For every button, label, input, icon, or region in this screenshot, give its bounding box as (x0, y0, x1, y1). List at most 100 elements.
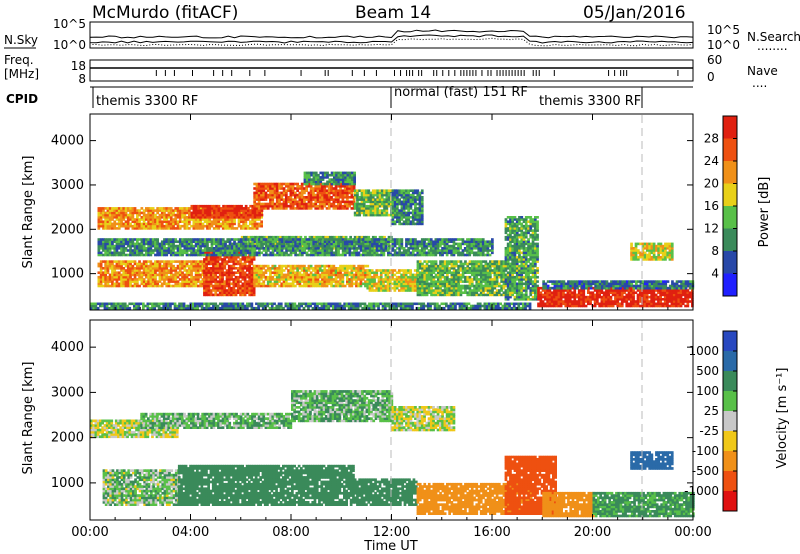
power-cell (405, 218, 408, 221)
power-cell (450, 260, 454, 263)
power-cell (215, 211, 219, 215)
power-cell (124, 224, 128, 228)
power-cell (500, 284, 503, 288)
power-cell (246, 289, 249, 292)
power-cell (178, 207, 182, 210)
power-cell (142, 220, 146, 223)
power-cell (282, 275, 286, 279)
power-cell (405, 196, 408, 199)
power-cell (115, 267, 119, 270)
power-cell (385, 204, 389, 208)
power-cell (154, 271, 157, 274)
power-cell (346, 187, 349, 190)
power-cell (238, 209, 241, 212)
power-cell (133, 262, 137, 266)
power-cell (194, 220, 198, 223)
power-cell (402, 198, 406, 201)
power-cell (387, 200, 391, 204)
power-cell (402, 196, 406, 199)
power-cell (303, 202, 306, 206)
power-cell (391, 204, 395, 208)
power-cell (470, 278, 474, 281)
power-cell (192, 222, 196, 226)
power-cell (142, 273, 146, 277)
power-cell (407, 220, 410, 223)
power-cell (291, 191, 295, 195)
power-cell (154, 222, 157, 226)
power-cell (149, 220, 153, 223)
power-cell (464, 275, 467, 279)
power-cell (122, 211, 126, 215)
power-cell (140, 280, 144, 283)
power-cell (398, 275, 401, 279)
power-cell (113, 264, 117, 268)
power-cell (149, 282, 153, 286)
power-cell (167, 220, 171, 223)
power-cell (409, 269, 412, 272)
power-cell (294, 275, 297, 279)
power-cell (255, 196, 259, 199)
power-cell (260, 209, 264, 212)
power-cell (291, 189, 295, 192)
power-cell (133, 271, 137, 274)
power-cell (204, 213, 207, 217)
power-cell (140, 271, 144, 274)
power-cell (418, 216, 422, 219)
power-cell (255, 193, 259, 197)
power-cell (99, 284, 103, 288)
power-cell (409, 189, 413, 192)
power-cell (323, 182, 327, 186)
power-cell (314, 200, 318, 204)
power-cell (383, 209, 386, 212)
power-cell (111, 251, 114, 255)
power-cell (104, 264, 107, 268)
power-cell (222, 216, 225, 219)
power-cell (251, 207, 255, 210)
power-cell (335, 235, 339, 239)
power-cell (111, 262, 114, 266)
power-cell (398, 216, 401, 219)
power-cell (204, 209, 207, 212)
power-cell (176, 220, 180, 223)
power-cell (151, 267, 155, 270)
power-cell (247, 207, 250, 210)
power-cell (303, 207, 306, 210)
power-cell (353, 171, 356, 175)
power-cell (122, 269, 126, 272)
power-cell (102, 211, 105, 215)
power-cell (264, 264, 268, 268)
power-cell (294, 264, 297, 268)
power-cell (352, 200, 356, 204)
power-cell (339, 207, 342, 210)
power-cell (275, 193, 279, 197)
power-cell (482, 264, 485, 268)
power-cell (99, 280, 103, 283)
power-cell (285, 198, 288, 201)
power-cell (334, 267, 338, 270)
power-cell (120, 220, 123, 223)
power-cell (352, 275, 356, 279)
power-cell (108, 264, 112, 268)
power-cell (300, 200, 304, 204)
power-cell (209, 275, 213, 279)
power-cell (102, 216, 105, 219)
power-cell (185, 216, 189, 219)
power-cell (531, 275, 535, 279)
power-cell (117, 275, 121, 279)
power-cell (199, 213, 203, 217)
power-cell (254, 235, 257, 239)
power-cell (111, 271, 114, 274)
power-cell (356, 204, 359, 208)
power-cell (390, 191, 393, 195)
power-cell (382, 278, 385, 281)
power-cell (330, 189, 333, 192)
power-cell (326, 176, 329, 179)
power-cell (115, 209, 119, 212)
power-cell (285, 191, 288, 195)
power-cell (343, 193, 347, 197)
power-cell (138, 218, 141, 221)
power-cell (393, 213, 397, 217)
power-cell (197, 204, 200, 208)
power-cell (217, 211, 221, 215)
power-cell (353, 235, 357, 239)
